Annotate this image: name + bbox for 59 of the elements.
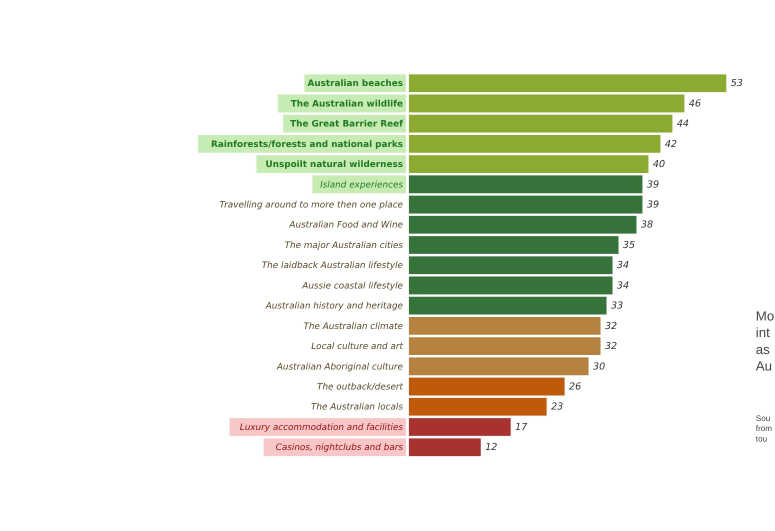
y-tick-label: Luxury accommodation and facilities xyxy=(240,422,404,433)
bar xyxy=(408,155,648,174)
bar xyxy=(408,94,684,112)
bar xyxy=(408,438,481,456)
y-tick-label: The laidback Australian lifestyle xyxy=(262,261,404,272)
data-label: 53 xyxy=(730,78,743,90)
y-tick-label: The Australian locals xyxy=(310,402,404,413)
data-label: 34 xyxy=(616,280,630,292)
data-label: 35 xyxy=(622,240,636,251)
bar xyxy=(408,114,672,133)
data-label: 44 xyxy=(676,118,690,130)
y-tick-label: The major Australian cities xyxy=(284,240,404,251)
y-tick-label: Aussie coastal lifestyle xyxy=(301,281,404,292)
bar xyxy=(408,316,601,335)
text: Mo int as Au xyxy=(756,308,774,374)
data-label: 46 xyxy=(688,98,701,110)
bar xyxy=(408,337,601,355)
data-label: 34 xyxy=(616,260,630,272)
y-tick-label: The Australian climate xyxy=(303,322,404,332)
bar xyxy=(408,74,726,92)
data-label: 40 xyxy=(652,159,666,170)
data-label: 17 xyxy=(515,422,528,433)
data-label: 30 xyxy=(592,361,606,372)
y-tick-label: Australian Aboriginal culture xyxy=(276,362,404,372)
bar xyxy=(408,256,613,274)
data-label: 39 xyxy=(646,179,660,190)
y-tick-label: Island experiences xyxy=(320,180,404,190)
data-label: 32 xyxy=(604,341,618,352)
bar xyxy=(408,276,613,294)
bar xyxy=(408,296,607,315)
y-tick-label: Unspoilt natural wilderness xyxy=(266,160,403,170)
data-label: 33 xyxy=(610,300,624,312)
bar xyxy=(408,134,660,153)
data-label: 38 xyxy=(640,220,654,231)
bar xyxy=(408,398,547,416)
bar xyxy=(408,175,642,194)
data-label: 39 xyxy=(646,200,660,210)
bar xyxy=(408,196,642,214)
y-tick-label: Rainforests/forests and national parks xyxy=(211,140,403,150)
y-tick-label: Australian history and heritage xyxy=(264,302,404,312)
bar xyxy=(408,418,511,436)
bar xyxy=(408,378,565,396)
y-tick-label: The Australian wildlife xyxy=(290,99,403,110)
data-label: 42 xyxy=(664,138,678,150)
data-label: 26 xyxy=(569,381,582,392)
y-tick-label: The outback/desert xyxy=(317,382,404,392)
y-tick-label: Casinos, nightclubs and bars xyxy=(276,443,404,454)
y-tick-label: Travelling around to more then one place xyxy=(219,200,404,210)
bar xyxy=(408,357,589,376)
data-label: 32 xyxy=(604,320,618,332)
y-tick-label: Local culture and art xyxy=(311,342,404,352)
text: Sou from tou xyxy=(756,414,772,444)
y-tick-label: Australian Food and Wine xyxy=(288,220,404,231)
bar xyxy=(408,236,618,254)
data-label: 12 xyxy=(485,442,498,454)
bar xyxy=(408,216,636,234)
y-tick-label: Australian beaches xyxy=(308,79,403,90)
y-tick-label: The Great Barrier Reef xyxy=(290,120,404,130)
data-label: 23 xyxy=(551,402,564,413)
